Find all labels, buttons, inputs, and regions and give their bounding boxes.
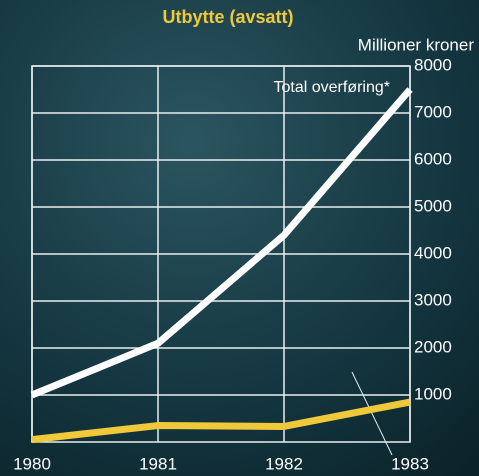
y-tick-label: 3000 <box>414 290 452 309</box>
chart-title: Utbytte (avsatt) <box>162 7 293 27</box>
x-tick-label: 1980 <box>13 454 51 473</box>
x-tick-label: 1982 <box>265 454 303 473</box>
x-tick-label: 1983 <box>391 454 429 473</box>
y-tick-label: 5000 <box>414 196 452 215</box>
y-tick-label: 4000 <box>414 243 452 262</box>
series-line <box>30 87 413 399</box>
pointer-line <box>351 371 393 456</box>
y-tick-label: 2000 <box>414 337 452 356</box>
annotation: Total overføring* <box>274 79 391 96</box>
x-tick-label: 1981 <box>139 454 177 473</box>
y-tick-label: 1000 <box>414 384 452 403</box>
y-tick-label: 8000 <box>414 55 452 74</box>
y-tick-label: 7000 <box>414 102 452 121</box>
y-axis-label: Millioner kroner <box>358 35 475 54</box>
y-tick-label: 6000 <box>414 149 452 168</box>
series-line <box>31 398 411 444</box>
